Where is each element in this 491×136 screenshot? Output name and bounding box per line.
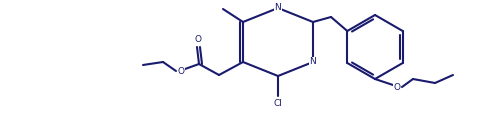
Text: N: N: [310, 58, 316, 67]
Text: O: O: [194, 35, 201, 44]
Text: Cl: Cl: [273, 100, 282, 109]
Text: O: O: [393, 83, 401, 92]
Text: O: O: [178, 67, 185, 75]
Text: N: N: [274, 4, 281, 13]
